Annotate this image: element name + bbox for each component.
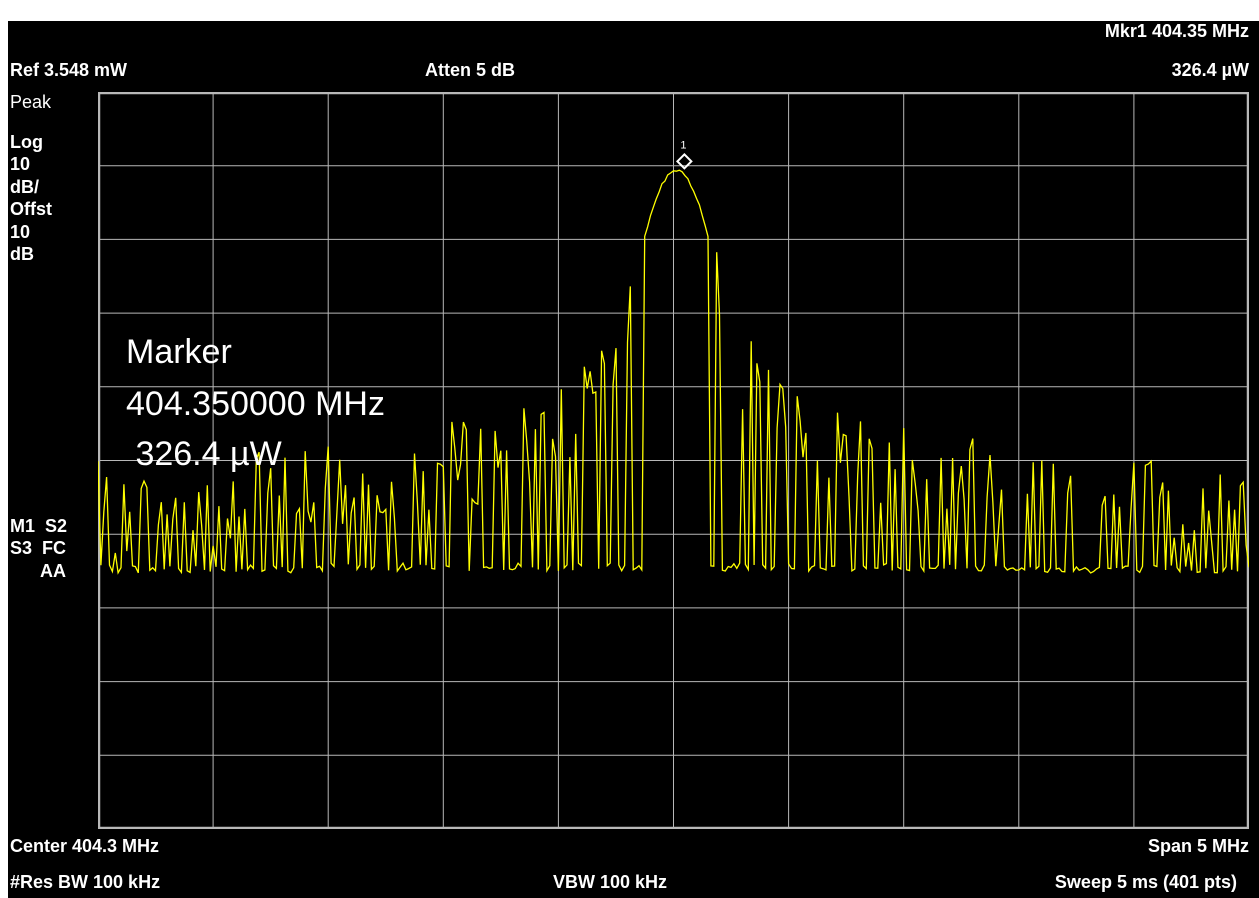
- scale-type: Log: [10, 132, 43, 152]
- marker-readout-amplitude: 326.4 µW: [1171, 60, 1249, 80]
- marker-panel-amplitude: 326.4 µW: [126, 435, 282, 473]
- marker-diamond-icon: [675, 152, 693, 170]
- marker-panel-title: Marker: [126, 333, 232, 371]
- offset-value: 10: [10, 221, 31, 242]
- marker-1: 1: [675, 139, 693, 170]
- center-frequency: Center 404.3 MHz: [10, 836, 160, 856]
- spectrum-trace: [98, 169, 1249, 575]
- status-line-3: AA: [40, 560, 66, 581]
- attenuation: Atten 5 dB: [425, 60, 515, 80]
- analyzer-screen: Mkr1 404.35 MHz Ref 3.548 mW Atten 5 dB …: [8, 21, 1259, 898]
- marker-panel-frequency: 404.350000 MHz: [126, 385, 385, 423]
- scale-unit: dB/: [10, 176, 39, 197]
- status-line-2: S3 FC: [10, 538, 67, 559]
- status-line-1: M1 S2: [10, 516, 68, 536]
- scale-panel: Log 10 dB/ Offst 10 dB: [10, 131, 52, 265]
- span: Span 5 MHz: [1147, 836, 1249, 856]
- marker-readout-frequency: Mkr1 404.35 MHz: [1104, 21, 1249, 41]
- offset-label: Offst: [10, 199, 52, 220]
- detector-label: Peak: [10, 92, 52, 112]
- marker-number-label: 1: [680, 139, 686, 151]
- spectrum-plot: 1: [98, 92, 1249, 829]
- sweep-time: Sweep 5 ms (401 pts): [1054, 872, 1237, 892]
- video-bandwidth: VBW 100 kHz: [553, 872, 668, 892]
- scale-value: 10: [10, 154, 31, 175]
- status-panel: M1 S2 S3 FC AA: [10, 515, 67, 582]
- resolution-bandwidth: #Res BW 100 kHz: [10, 872, 161, 892]
- offset-unit: dB: [10, 243, 34, 264]
- graticule-grid: [98, 92, 1249, 829]
- reference-level: Ref 3.548 mW: [10, 60, 128, 80]
